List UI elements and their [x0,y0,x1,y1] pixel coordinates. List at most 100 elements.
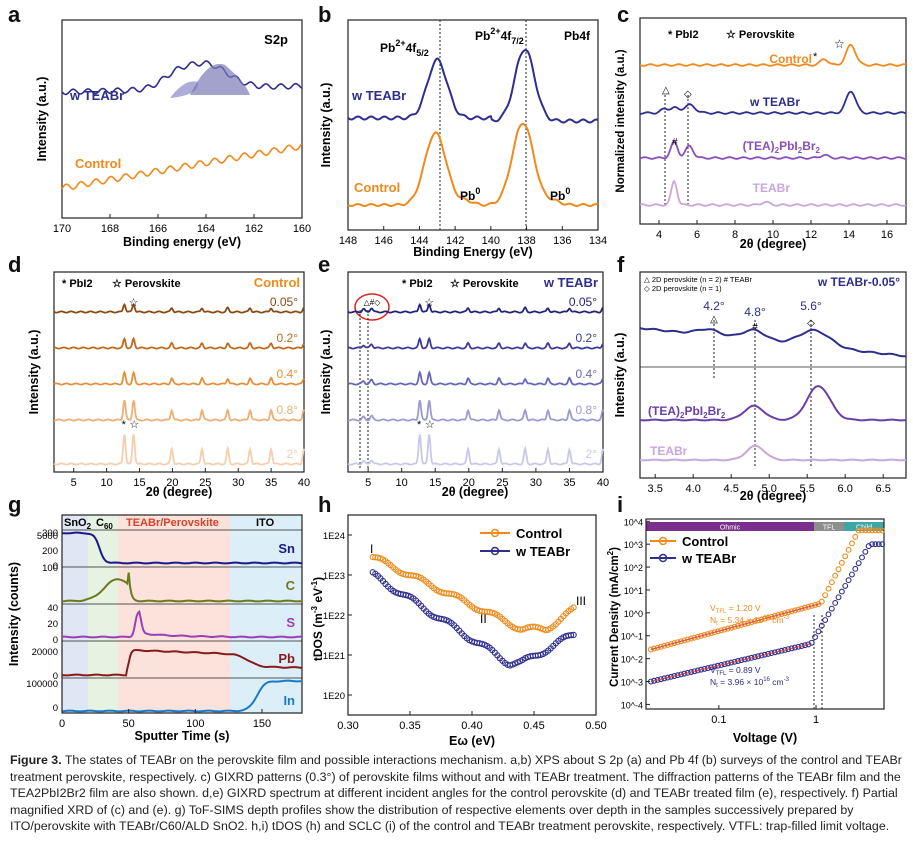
teabr-point [812,634,819,641]
g-x-tick-label: 100 [186,718,204,730]
teabr-point [567,631,575,639]
b-x-tick-label: 146 [375,235,393,247]
control-point [805,603,812,610]
panel-label-i: i [617,492,624,517]
x-ticks: 5 10 15 20 25 30 35 40 [71,468,310,489]
sclc-points [647,527,886,685]
diamond-marker: ◇ [807,318,815,329]
teabr-fit [650,643,812,683]
teabr-point [674,672,681,679]
y-axis-label: Normalized intensity (a.u.) [615,49,627,192]
teabr-point [805,641,812,648]
label-tea2pbi2br2: (TEA)2PbI2Br2 [648,404,726,420]
teabr-point [765,650,772,657]
angle-label: 0.05° [569,295,597,309]
perovskite-star: ☆ [834,37,845,51]
region-II: II [480,612,487,626]
d-x-tick-label: 40 [298,477,310,489]
teabr-point [661,675,668,682]
control-point [795,606,802,613]
hash-marker: # [752,322,758,333]
label-ohmic: Ohmic [720,525,741,532]
h-x-tick-label: 0.50 [585,720,606,732]
d-x-tick-label: 5 [71,477,77,489]
legend-teabr: w TEABr [515,544,570,559]
teabr-point [678,671,684,678]
control-point [654,644,661,651]
control-point [691,634,698,641]
panel-label-f: f [617,252,625,277]
teabr-point [798,643,805,649]
teabr-005-pattern [639,327,907,358]
f-x-tick-label: 5.5 [800,483,815,495]
control-point [852,533,859,540]
angle-label: 2° [586,447,598,461]
y-axis-label: Intensity (a.u.) [27,330,41,415]
control-point [859,527,865,534]
control-point [855,527,862,534]
teabr-point [785,646,792,653]
control-point [735,622,741,629]
g-y-tick-label: 0 [53,635,58,646]
tea2pbi2br2-pattern [639,140,906,160]
teabr-point [761,651,768,658]
label-teabr: w TEABr [749,95,800,109]
legend-pbi2: * PbI2 [62,278,93,290]
star-low-1: * [122,419,127,431]
control-point [842,553,849,560]
legend-control: Control [516,526,562,541]
control-point [802,604,808,611]
element-c: C [286,578,296,593]
teabr-point [708,664,715,671]
teabr-point [845,577,852,584]
teabr-point [825,611,832,618]
x-ticks: 0.1 1 [711,705,819,726]
control-point [869,527,876,534]
control-point [570,604,577,611]
element-pb: Pb [278,651,295,666]
control-point [761,615,768,622]
peak-5.6: 5.6° [800,299,822,313]
i-y-tick-label: 10^-1 [621,632,643,642]
control-point [668,641,674,647]
c-profile [61,572,303,603]
pb4f-tag: Pb4f [564,29,591,43]
y-axis-label: Current Density (mA/cm2) [606,547,621,687]
c-x-tick-label: 12 [805,229,817,241]
region-I: I [370,542,373,556]
control-point [731,623,738,630]
panel-g: SnO2 C60 TEABr/Perovskite ITO Sn C S Pb … [0,495,310,750]
triangle-marker: △ [662,85,670,96]
h-x-tick-label: 0.30 [337,720,358,732]
i-y-tick-label: 10^0 [624,609,643,619]
teabr-point [775,648,782,655]
g-y-tick-label: 0 [53,671,58,682]
angle-pattern-1 [348,336,604,350]
teabr-point [879,541,886,548]
teabr-point [802,642,808,649]
in-profile [61,679,303,713]
control-vtfl: VTFL = 1.20 V [710,603,761,615]
h-y-tick-label: 1E20 [323,691,345,702]
control-point [664,641,671,648]
teabr-point [859,554,865,561]
g-y-tick-label: 40 [47,603,58,614]
x-axis-label: 2θ (degree) [442,485,509,499]
gixrd-control-chart: * PbI2 ☆ Perovskite Control 0.05° 0.2° 0.4… [27,271,310,499]
a-x-tick-label: 162 [245,223,263,235]
angle-pattern-0 [53,302,305,314]
g-x-tick-label: 150 [253,718,271,730]
teabr-point [869,541,876,548]
control-point [825,585,832,592]
legend-n2: △ 2D perovskite (n = 2) # TEABr [644,275,752,284]
d-x-tick-label: 15 [133,477,145,489]
panel-label-e: e [318,252,331,277]
control-point [684,636,691,643]
teabr-point [771,649,778,656]
angle-pattern-4 [347,434,604,466]
control-point [778,611,785,618]
a-x-tick-label: 166 [149,223,167,235]
band-perovskite [118,515,230,713]
panel-label-a: a [8,2,21,27]
